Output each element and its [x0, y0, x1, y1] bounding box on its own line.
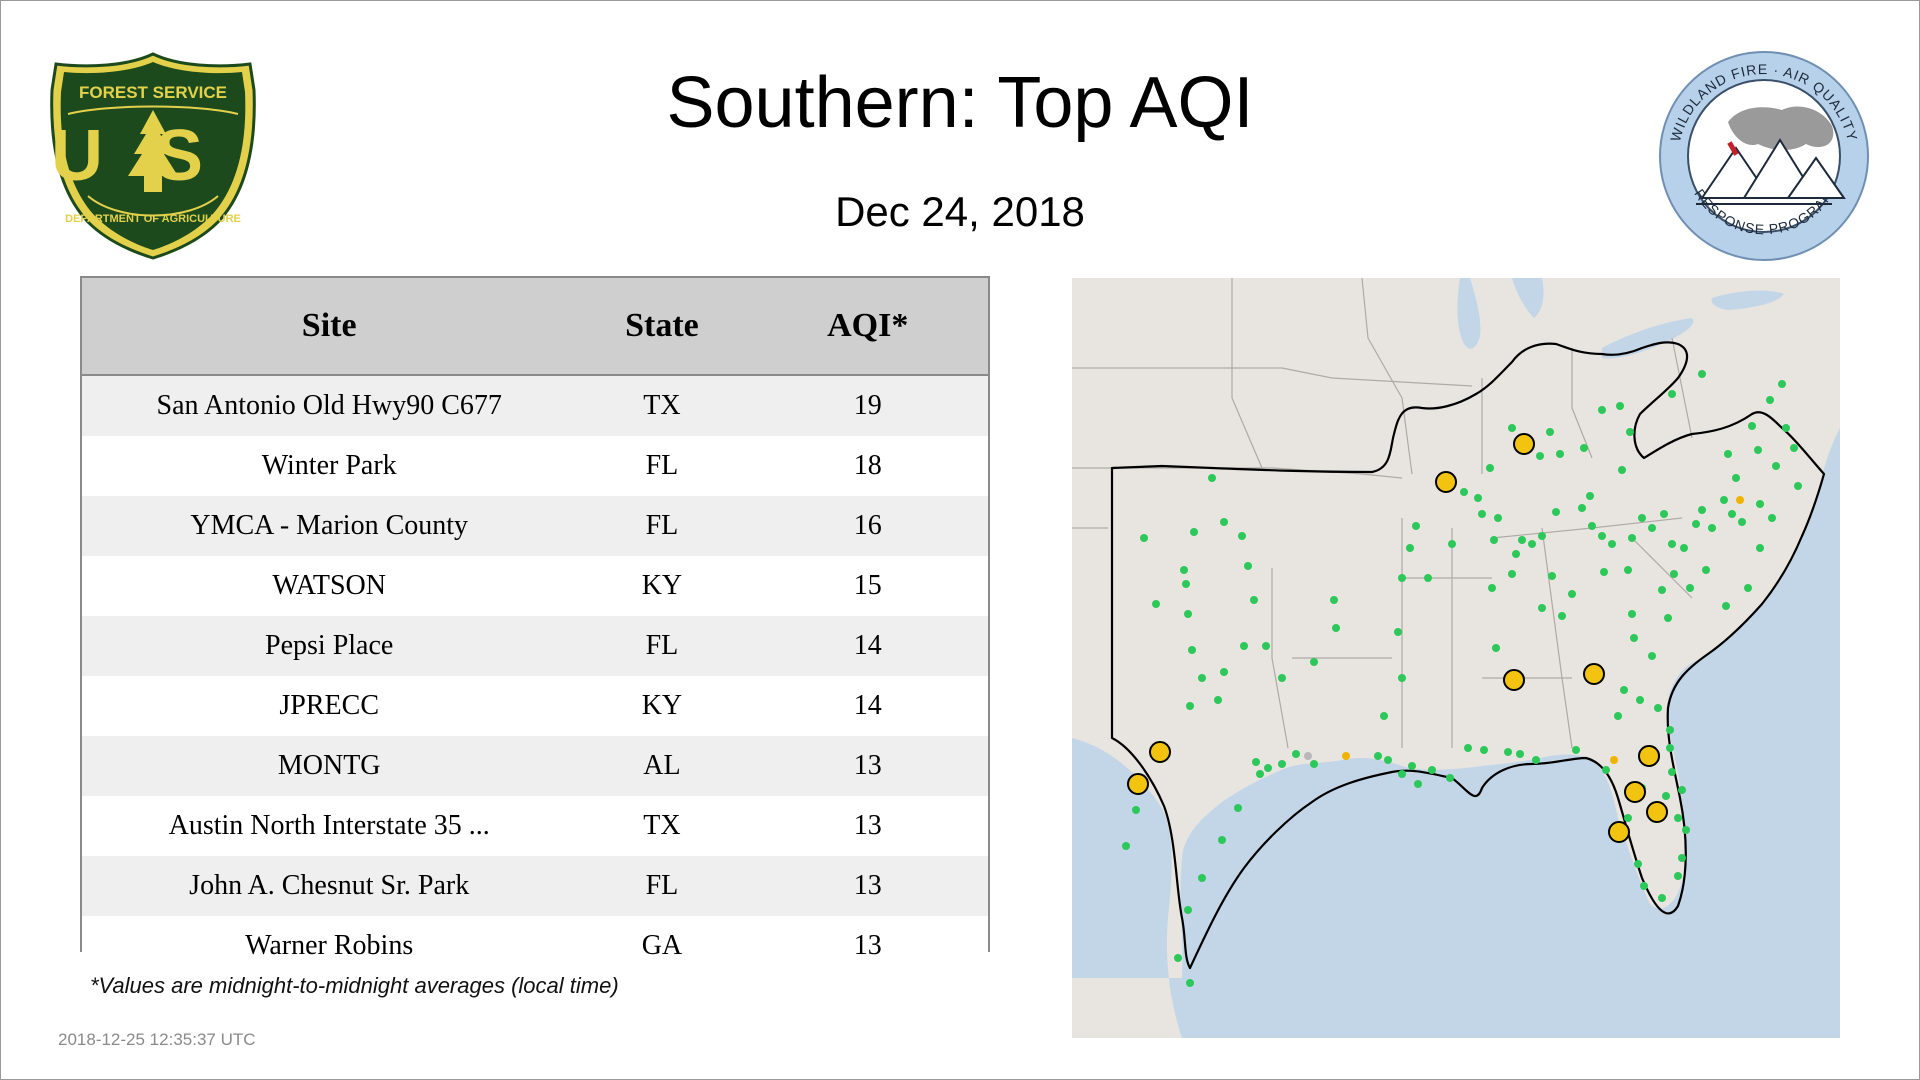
table-row: Austin North Interstate 35 ... TX 13 — [82, 796, 988, 856]
cell-aqi: 16 — [747, 496, 988, 556]
cell-site: WATSON — [82, 556, 577, 616]
cell-state: KY — [576, 676, 748, 736]
cell-site: MONTG — [82, 736, 577, 796]
table-row: MONTG AL 13 — [82, 736, 988, 796]
page-title: Southern: Top AQI — [666, 63, 1254, 143]
table-row: YMCA - Marion County FL 16 — [82, 496, 988, 556]
cell-site: Pepsi Place — [82, 616, 577, 676]
monitor-points — [1122, 370, 1802, 987]
cell-aqi: 15 — [747, 556, 988, 616]
cell-site: YMCA - Marion County — [82, 496, 577, 556]
southern-region-boundary — [1110, 341, 1826, 970]
cell-site: Austin North Interstate 35 ... — [82, 796, 577, 856]
cell-site: JPRECC — [82, 676, 577, 736]
column-header-state: State — [576, 278, 748, 376]
cell-state: TX — [576, 796, 748, 856]
top-aqi-site-markers — [1127, 433, 1668, 843]
cell-aqi: 13 — [747, 736, 988, 796]
cell-aqi: 18 — [747, 436, 988, 496]
pine-tree-icon — [128, 110, 178, 192]
cell-site: Winter Park — [82, 436, 577, 496]
cell-site: Warner Robins — [82, 916, 577, 976]
no-data-points — [1304, 752, 1312, 760]
forest-service-top-text: FOREST SERVICE — [79, 83, 227, 102]
cell-site: San Antonio Old Hwy90 C677 — [82, 375, 577, 436]
lake-erie — [1602, 318, 1694, 359]
column-header-site: Site — [82, 278, 577, 376]
southern-region-map — [1072, 278, 1840, 1038]
cell-aqi: 13 — [747, 916, 988, 976]
table-row: San Antonio Old Hwy90 C677 TX 19 — [82, 375, 988, 436]
lake-ontario — [1711, 290, 1784, 310]
cell-state: KY — [576, 556, 748, 616]
cell-aqi: 13 — [747, 856, 988, 916]
page-date: Dec 24, 2018 — [835, 188, 1085, 235]
cell-site: John A. Chesnut Sr. Park — [82, 856, 577, 916]
table-row: John A. Chesnut Sr. Park FL 13 — [82, 856, 988, 916]
cell-state: FL — [576, 496, 748, 556]
forest-service-letters: US — [51, 116, 255, 196]
lake-huron — [1512, 278, 1544, 318]
gulf-and-atlantic-water — [1072, 428, 1840, 1038]
table-row: Winter Park FL 18 — [82, 436, 988, 496]
table-row: JPRECC KY 14 — [82, 676, 988, 736]
wildland-fire-logo: WILDLAND FIRE · AIR QUALITY RESPONSE PRO… — [1659, 51, 1869, 261]
cell-aqi: 13 — [747, 796, 988, 856]
forest-service-bottom-text: DEPARTMENT OF AGRICULTURE — [65, 213, 241, 225]
fire-flag-icon — [1727, 141, 1739, 156]
cell-state: GA — [576, 916, 748, 976]
cell-state: FL — [576, 856, 748, 916]
smoke-plume-icon — [1728, 106, 1834, 150]
cell-aqi: 19 — [747, 375, 988, 436]
table-row: Pepsi Place FL 14 — [82, 616, 988, 676]
table-header-row: Site State AQI* — [82, 278, 988, 376]
generated-timestamp: 2018-12-25 12:35:37 UTC — [58, 1030, 256, 1049]
cell-aqi: 14 — [747, 616, 988, 676]
cell-state: FL — [576, 616, 748, 676]
footnote: *Values are midnight-to-midnight average… — [90, 973, 619, 998]
cell-state: TX — [576, 375, 748, 436]
column-header-aqi: AQI* — [747, 278, 988, 376]
moderate-points — [1342, 496, 1744, 764]
cell-state: AL — [576, 736, 748, 796]
table-row: WATSON KY 15 — [82, 556, 988, 616]
forest-service-logo: FOREST SERVICE US DEPARTMENT OF AGRICULT… — [50, 52, 256, 260]
lake-michigan — [1457, 278, 1481, 349]
cell-aqi: 14 — [747, 676, 988, 736]
top-aqi-table: Site State AQI* San Antonio Old Hwy90 C6… — [80, 276, 990, 976]
mountains-icon — [1696, 138, 1846, 205]
table-row: Warner Robins GA 13 — [82, 916, 988, 976]
cell-state: FL — [576, 436, 748, 496]
